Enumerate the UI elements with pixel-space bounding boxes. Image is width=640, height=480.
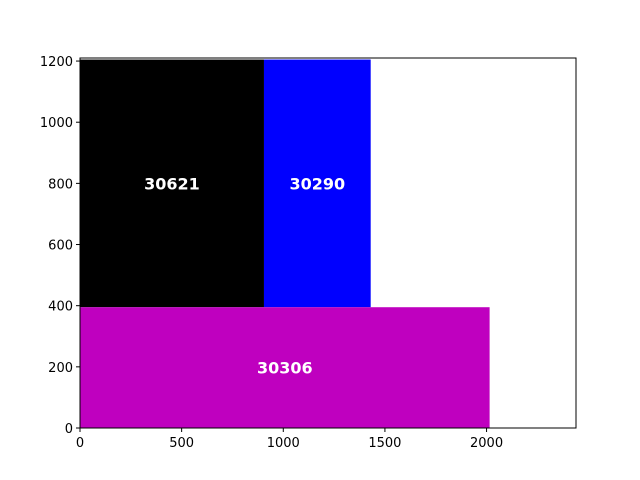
y-tick-label: 200 bbox=[48, 361, 73, 376]
x-tick-label: 2000 bbox=[470, 436, 503, 451]
x-tick-label: 500 bbox=[169, 436, 194, 451]
axes-frame bbox=[79, 57, 577, 429]
x-tick-label: 1500 bbox=[368, 436, 401, 451]
y-tick-label: 600 bbox=[48, 239, 73, 254]
rect-label-30621: 30621 bbox=[144, 174, 200, 193]
plot-area bbox=[80, 59, 490, 428]
y-tick-label: 0 bbox=[65, 422, 73, 437]
rectangle-labels: 30621 30290 30306 bbox=[144, 174, 345, 377]
x-tick-label: 0 bbox=[76, 436, 84, 451]
y-tick-label: 1000 bbox=[40, 116, 73, 131]
treemap-rect-30290 bbox=[263, 59, 371, 308]
rect-label-30306: 30306 bbox=[257, 359, 313, 378]
y-tick-label: 400 bbox=[48, 300, 73, 315]
axes: 0 500 1000 1500 2000 0 200 400 600 800 1000 1200 bbox=[40, 55, 577, 451]
rect-label-30290: 30290 bbox=[289, 174, 345, 193]
y-tick-label: 1200 bbox=[40, 55, 73, 70]
treemap-rect-30306 bbox=[80, 307, 490, 428]
x-tick-label: 1000 bbox=[267, 436, 300, 451]
y-tick-label: 800 bbox=[48, 177, 73, 192]
treemap-rect-30621 bbox=[80, 59, 264, 308]
